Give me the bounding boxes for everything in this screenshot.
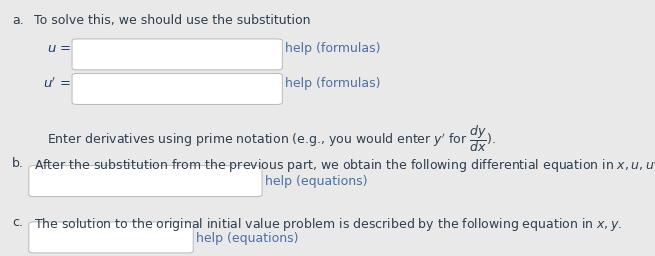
Text: c.: c. (12, 216, 23, 229)
Text: $\mathit{u}$ =: $\mathit{u}$ = (47, 42, 71, 55)
Text: $\mathit{u}'$ =: $\mathit{u}'$ = (43, 77, 70, 91)
Text: After the substitution from the previous part, we obtain the following different: After the substitution from the previous… (34, 157, 655, 175)
Text: help (formulas): help (formulas) (285, 42, 381, 55)
Text: Enter derivatives using prime notation (e.g., you would enter $\mathit{y}'$ for : Enter derivatives using prime notation (… (47, 123, 496, 154)
Text: The solution to the original initial value problem is described by the following: The solution to the original initial val… (34, 216, 622, 232)
Text: To solve this, we should use the substitution: To solve this, we should use the substit… (34, 14, 310, 27)
Text: help (equations): help (equations) (265, 175, 367, 188)
Text: a.: a. (12, 14, 24, 27)
FancyBboxPatch shape (72, 39, 282, 70)
FancyBboxPatch shape (72, 73, 282, 104)
Text: help (formulas): help (formulas) (285, 77, 381, 90)
FancyBboxPatch shape (29, 222, 193, 253)
Text: b.: b. (12, 157, 24, 170)
Text: help (equations): help (equations) (196, 232, 299, 245)
FancyBboxPatch shape (29, 166, 262, 197)
